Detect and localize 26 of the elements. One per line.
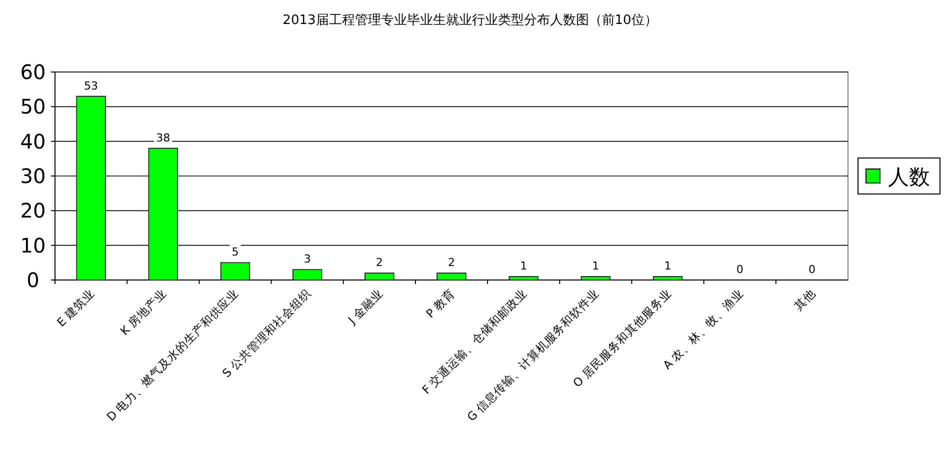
data-label: 0 [736, 263, 744, 276]
y-tick-label: 30 [20, 164, 46, 188]
legend: 人数 [858, 158, 940, 194]
data-label: 53 [84, 79, 98, 92]
x-tick-label: K 房地产业 [117, 286, 170, 338]
data-label: 5 [232, 246, 239, 259]
x-tick-label: P 教育 [423, 286, 458, 321]
y-tick-label: 20 [20, 198, 46, 223]
y-tick-label: 60 [20, 60, 46, 84]
x-tick-label: J 金融业 [344, 286, 386, 328]
data-label: 38 [156, 131, 170, 144]
y-tick-label: 10 [20, 233, 46, 258]
data-label: 1 [592, 260, 600, 273]
data-label: 3 [304, 252, 311, 266]
x-tick-label: E 建筑业 [54, 286, 98, 330]
chart-title: 2013届工程管理专业毕业生就业行业类型分布人数图（前10位） [282, 13, 658, 28]
data-label: 0 [808, 263, 816, 276]
y-tick-label: 50 [20, 94, 46, 119]
data-label: 1 [520, 260, 528, 273]
data-label: 2 [376, 256, 383, 270]
x-tick-label: 其他 [791, 286, 818, 314]
y-tick-label: 0 [26, 268, 40, 292]
y-tick-label: 40 [20, 129, 46, 154]
legend-label: 人数 [888, 165, 930, 189]
data-label: 1 [664, 260, 672, 273]
data-label: 2 [448, 256, 455, 270]
